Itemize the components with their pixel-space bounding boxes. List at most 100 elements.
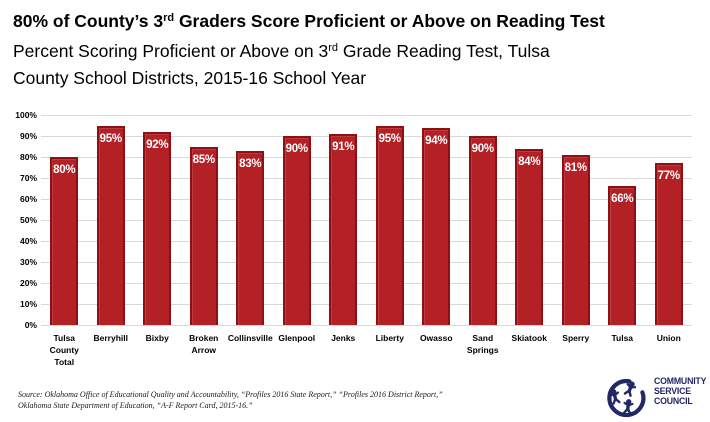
bar-tulsa-county-total: 80% (50, 157, 79, 325)
bar-value-label: 80% (53, 164, 76, 176)
x-tick-label: Berryhill (93, 333, 129, 343)
x-tick-label: Owasso (419, 333, 453, 343)
title-superscript: rd (163, 12, 175, 24)
page-subtitle-line-1: Percent Scoring Proficient or Above on 3… (13, 35, 701, 65)
bar-value-label: 92% (146, 138, 169, 151)
gridline (41, 136, 692, 137)
bar-slot: 84% (506, 148, 553, 325)
bar-slot: 90% (274, 136, 321, 325)
bar-value-label: 95% (378, 132, 401, 145)
bar-skiatook: 84% (515, 148, 544, 325)
bar-value-label: 77% (657, 170, 680, 183)
person-figure-bottom (622, 399, 634, 415)
title-text-1: 80% of County’s 3 (13, 11, 164, 31)
person-figure-top (623, 381, 637, 397)
bar-tulsa: 66% (608, 186, 637, 325)
x-tick-label: Bixby (145, 333, 169, 343)
gridline (41, 115, 692, 116)
gridline (41, 199, 692, 200)
source-line-2: Oklahoma State Department of Education, … (18, 401, 253, 410)
gridline (41, 241, 692, 242)
bar-slot: 92% (134, 131, 181, 325)
bar-bixby: 92% (143, 131, 172, 325)
page-title: 80% of County’s 3rd Graders Score Profic… (13, 5, 701, 35)
bar-value-label: 85% (192, 153, 215, 166)
header: 80% of County’s 3rd Graders Score Profic… (13, 5, 701, 92)
gridline (41, 325, 692, 326)
logo-line-1: COMMUNITY (654, 376, 707, 387)
bar-slot: 81% (553, 154, 600, 325)
source-line-1: Source: Oklahoma Office of Educational Q… (18, 390, 443, 399)
bar-slot: 95% (88, 125, 135, 325)
logo-arc (607, 378, 646, 418)
x-tick-label: Tulsa County Total (49, 333, 79, 367)
source-note: Source: Oklahoma Office of Educational Q… (18, 389, 578, 411)
x-tick-label: Tulsa (611, 333, 634, 343)
bar-slot: 94% (413, 127, 460, 325)
csc-logo: COMMUNITY SERVICE COUNCIL (602, 374, 708, 420)
x-tick-label: Liberty (375, 333, 404, 343)
y-tick-label: 100% (15, 110, 37, 120)
subtitle-text-1: Percent Scoring Proficient or Above on 3 (13, 41, 329, 61)
x-tick-label: Collinsville (227, 333, 273, 343)
bars-row: 80% 95% 92% 85% 83% 90% 91% 95% 94% 90% 84% 81% 66% 7… (41, 115, 692, 325)
bar-value-label: 66% (611, 193, 634, 206)
y-tick-label: 80% (19, 152, 37, 162)
x-tick-label: Broken Arrow (189, 333, 219, 355)
x-tick-label: Sand Springs (466, 333, 499, 355)
bar-berryhill: 95% (96, 125, 125, 325)
bar-sperry: 81% (561, 154, 590, 325)
bar-value-label: 91% (332, 140, 355, 153)
bar-value-label: 81% (564, 161, 587, 174)
bar-value-label: 90% (285, 143, 308, 155)
y-tick-label: 40% (19, 236, 37, 246)
logo-line-2: SERVICE (654, 386, 691, 397)
y-tick-label: 30% (19, 257, 37, 267)
bar-slot: 90% (460, 136, 507, 325)
bar-value-label: 83% (239, 157, 262, 170)
subtitle-text-2: Grade Reading Test, Tulsa (337, 41, 550, 61)
y-tick-label: 0% (24, 320, 37, 330)
bar-union: 77% (654, 163, 683, 325)
y-tick-label: 60% (19, 194, 37, 204)
y-tick-label: 10% (19, 299, 37, 309)
gridline (41, 304, 692, 305)
title-text-2: Graders Score Proficient or Above on Rea… (174, 11, 605, 31)
x-tick-label: Union (656, 333, 681, 343)
bar-slot: 83% (227, 150, 274, 325)
y-tick-label: 20% (19, 278, 37, 288)
bar-sand-springs: 90% (468, 136, 497, 325)
bar-slot: 77% (646, 163, 693, 325)
bar-owasso: 94% (422, 127, 451, 325)
page-subtitle-line-2: County School Districts, 2015-16 School … (13, 68, 367, 88)
bar-slot: 95% (367, 125, 414, 325)
plot-area: 80% 95% 92% 85% 83% 90% 91% 95% 94% 90% 84% 81% 66% 7… (41, 115, 692, 326)
y-tick-label: 50% (19, 215, 37, 225)
gridline (41, 262, 692, 263)
csc-logo-people-icon (607, 378, 646, 418)
bar-slot: 66% (599, 186, 646, 325)
gridline (41, 157, 692, 158)
bar-glenpool: 90% (282, 136, 311, 325)
person-figure-left (609, 389, 621, 405)
x-axis-labels: Tulsa County Total Berryhill Bixby Broken A… (41, 333, 692, 369)
bar-value-label: 84% (518, 155, 541, 168)
bar-liberty: 95% (375, 125, 404, 325)
bar-slot: 85% (181, 146, 228, 325)
x-tick-label: Jenks (331, 333, 356, 343)
gridline (41, 178, 692, 179)
gridline (41, 283, 692, 284)
x-tick-label: Sperry (562, 333, 590, 343)
bar-broken-arrow: 85% (189, 146, 218, 325)
y-tick-label: 70% (19, 173, 37, 183)
csc-logo-text: COMMUNITY SERVICE COUNCIL (654, 377, 706, 407)
x-tick-label: Skiatook (511, 333, 547, 343)
x-tick-label: Glenpool (278, 333, 316, 343)
gridline (41, 220, 692, 221)
bar-slot: 91% (320, 133, 367, 325)
bar-chart: 100% 90% 80% 70% 60% 50% 40% 30% 20% 10% 0% 80% 95%… (10, 110, 702, 369)
bar-slot: 80% (41, 157, 88, 325)
bar-value-label: 94% (425, 134, 448, 147)
y-axis: 100% 90% 80% 70% 60% 50% 40% 30% 20% 10% 0% (10, 110, 37, 330)
